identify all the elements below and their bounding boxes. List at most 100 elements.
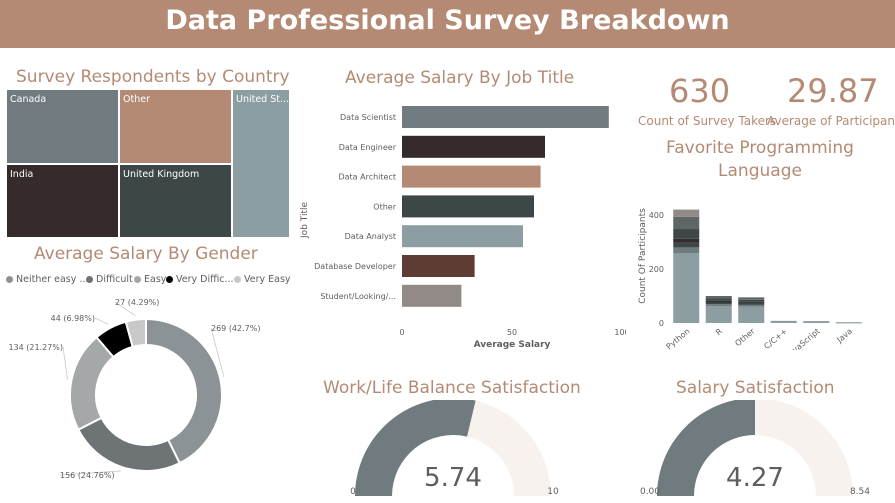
tick-label: 100 [614, 328, 626, 337]
tick-label: 0 [399, 328, 404, 337]
worklife-chart-title: Work/Life Balance Satisfaction [323, 378, 581, 398]
bar-segment[interactable] [673, 242, 700, 248]
bar-segment[interactable] [738, 301, 765, 303]
category-label: Java [835, 327, 855, 345]
bar[interactable] [402, 165, 541, 188]
bar-segment[interactable] [673, 216, 700, 230]
worklife-gauge[interactable]: 5.74 0 10 [340, 400, 570, 503]
bar-segment[interactable] [705, 304, 732, 307]
bar-segment[interactable] [673, 253, 700, 323]
legend-item[interactable]: Very Diffic... [166, 274, 234, 285]
bar[interactable] [402, 225, 523, 248]
bar[interactable] [402, 135, 545, 158]
treemap-cell-other[interactable]: Other [119, 89, 232, 164]
gender-donut-chart[interactable]: 269 (42.7%) 156 (24.76%) 134 (21.27%) 44 (6… [0, 288, 300, 503]
treemap-label: India [10, 169, 34, 180]
gauge-fill [657, 400, 755, 496]
category-label: Database Developer [314, 262, 397, 271]
data-label: 44 (6.98%) [51, 314, 95, 323]
donut-slice[interactable] [145, 317, 223, 465]
job-bars: Data Scientist Data Engineer Data Architec… [314, 106, 609, 307]
legend-dot [166, 276, 173, 283]
legend-label: Neither easy ... [16, 274, 89, 285]
gauge-value: 4.27 [726, 463, 784, 493]
country-treemap[interactable]: Canada Other India United Kingdom United… [6, 89, 290, 238]
bar-segment[interactable] [673, 209, 700, 217]
bar-segment[interactable] [705, 300, 732, 303]
bar-segment[interactable] [673, 229, 700, 239]
category-label: Data Scientist [340, 113, 396, 122]
category-label: Other [373, 202, 396, 211]
kpi-survey-takers-label: Count of Survey Takers [638, 114, 777, 128]
category-label: Other [733, 326, 757, 348]
bar[interactable] [402, 106, 609, 128]
bar[interactable] [402, 255, 475, 277]
legend-item[interactable]: Very Easy [234, 274, 291, 285]
y-axis-ticks: 0 200 400 [649, 211, 664, 328]
treemap-cell-united-states[interactable]: United St... [232, 89, 290, 238]
donut-slice[interactable] [124, 317, 147, 349]
gauge-max-label: 10 [547, 487, 559, 497]
bar-segment[interactable] [738, 304, 765, 307]
treemap-cell-india[interactable]: India [6, 164, 119, 238]
treemap-cell-canada[interactable]: Canada [6, 89, 119, 164]
job-chart-title: Average Salary By Job Title [345, 68, 575, 88]
data-label: 269 (42.7%) [211, 324, 260, 333]
leader-line [59, 470, 121, 476]
leader-line [114, 301, 136, 317]
kpi-average-value: 29.87 [787, 72, 879, 110]
bar-segment[interactable] [705, 306, 732, 323]
bar-segment[interactable] [738, 299, 765, 302]
category-label: JavaScript [784, 327, 821, 350]
gauge-value: 5.74 [424, 463, 482, 493]
bar-segment[interactable] [803, 321, 830, 323]
donut-slices [69, 317, 223, 472]
x-axis-ticks: 0 50 100 [399, 328, 626, 337]
data-label: 156 (24.76%) [60, 471, 115, 480]
bar-segment[interactable] [738, 306, 765, 323]
treemap-cell-united-kingdom[interactable]: United Kingdom [119, 164, 232, 238]
bar-segment[interactable] [738, 302, 765, 305]
treemap-label: United Kingdom [123, 169, 200, 180]
legend-label: Difficult [96, 274, 133, 285]
gauge-fill [355, 400, 476, 496]
x-axis-title: Average Salary [474, 340, 551, 350]
donut-slice[interactable] [77, 416, 181, 472]
bar-segment[interactable] [705, 301, 732, 305]
bar-segment[interactable] [673, 238, 700, 242]
legend-item[interactable]: Neither easy ... [6, 274, 88, 285]
leader-line [62, 346, 68, 380]
kpi-survey-takers-value: 630 [669, 72, 731, 110]
bar-segment[interactable] [705, 298, 732, 301]
tick-label: 400 [649, 211, 664, 220]
category-label: C/C++ [762, 327, 789, 350]
bar-segment[interactable] [835, 322, 862, 324]
salary-satisfaction-chart-title: Salary Satisfaction [676, 378, 835, 398]
bar[interactable] [402, 284, 462, 307]
leader-line [94, 317, 109, 325]
legend-dot [6, 276, 13, 283]
data-label: 134 (21.27%) [8, 343, 63, 352]
bar-segment[interactable] [738, 297, 765, 300]
gauge-min-label: 0.00 [640, 487, 660, 497]
gauge-min-label: 0 [350, 487, 356, 497]
donut-slice[interactable] [69, 335, 115, 432]
gauge-max-label: 8.54 [850, 487, 870, 497]
y-axis-title: Count Of Participants [638, 208, 648, 304]
programming-language-chart[interactable]: Count Of Participants 0 200 400 Python R Oth… [632, 200, 894, 350]
kpi-average-label: Average of Participants [767, 114, 895, 128]
bar-segment[interactable] [770, 320, 797, 323]
salary-satisfaction-gauge[interactable]: 4.27 0.00 8.54 [630, 400, 895, 503]
treemap-label: Other [123, 94, 150, 105]
header-bar: Data Professional Survey Breakdown [0, 0, 895, 48]
bar-segment[interactable] [673, 247, 700, 254]
legend-dot [134, 276, 141, 283]
category-label: Data Analyst [345, 232, 396, 241]
bar-segment[interactable] [705, 296, 732, 299]
legend-item[interactable]: Difficult [86, 274, 133, 285]
category-label: Python [665, 327, 692, 350]
leader-line [210, 327, 225, 377]
bar[interactable] [402, 195, 534, 218]
legend-item[interactable]: Easy [134, 274, 166, 285]
